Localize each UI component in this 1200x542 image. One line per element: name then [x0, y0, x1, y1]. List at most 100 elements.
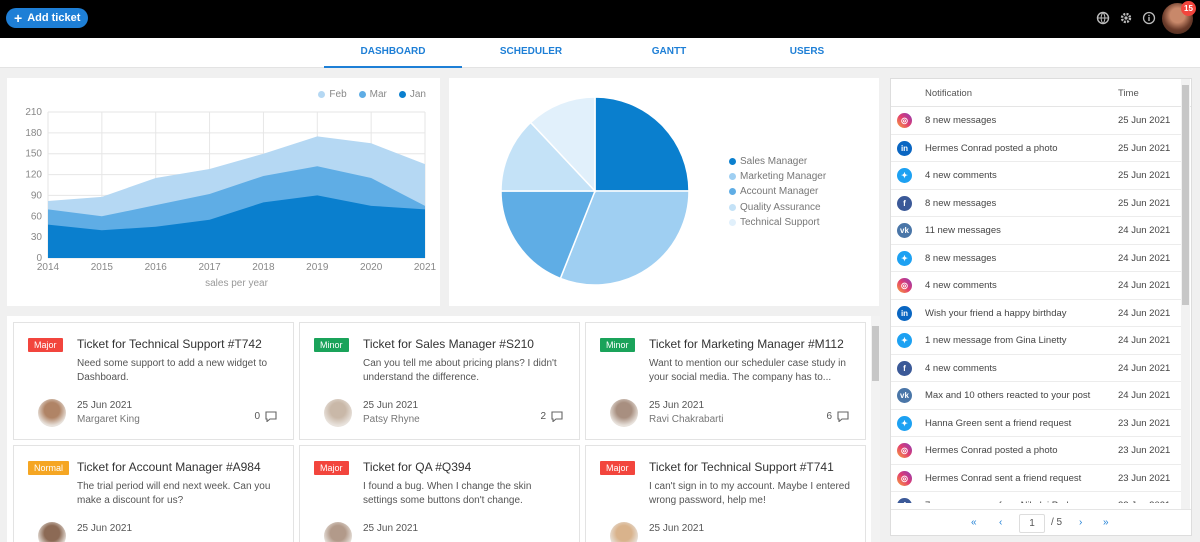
- pie-legend-item[interactable]: Quality Assurance: [729, 200, 826, 215]
- twitter-icon: ✦: [897, 168, 912, 183]
- sales-area-chart: Feb Mar Jan 0 30 60 90 120 150 180 210 2014 2015 2…: [7, 78, 440, 306]
- notification-row[interactable]: f 7 new messages from Nikolai Pod... 22 Ju…: [891, 492, 1181, 503]
- instagram-icon: ◎: [897, 113, 912, 128]
- tickets-scrollbar[interactable]: [871, 316, 880, 542]
- comments-count[interactable]: 2: [540, 411, 563, 422]
- globe-icon[interactable]: [1096, 11, 1110, 25]
- twitter-icon: ✦: [897, 415, 912, 431]
- col-time[interactable]: Time: [1118, 88, 1139, 99]
- linkedin-icon: in: [897, 140, 912, 156]
- notification-row[interactable]: in Wish your friend a happy birthday 24 Ju…: [891, 300, 1181, 327]
- ticket-avatar: [38, 399, 66, 427]
- tab-scheduler[interactable]: SCHEDULER: [499, 46, 563, 57]
- notification-row[interactable]: ✦ 4 new comments 25 Jun 2021: [891, 162, 1181, 190]
- y-tick-label: 180: [25, 128, 42, 139]
- pie-slice-technical-support[interactable]: [529, 96, 596, 193]
- pie-legend-item[interactable]: Technical Support: [729, 215, 826, 230]
- gear-icon[interactable]: [1119, 11, 1133, 25]
- comment-icon: [551, 411, 563, 422]
- ticket-title: Ticket for Marketing Manager #M112: [649, 337, 844, 351]
- legend-swatch-feb: [318, 91, 326, 98]
- pie-legend-item[interactable]: Account Manager: [729, 184, 826, 199]
- instagram-icon: ◎: [897, 278, 912, 293]
- prev-page-button[interactable]: ‹: [999, 517, 1003, 528]
- notification-row[interactable]: vk 11 new messages 24 Jun 2021: [891, 217, 1181, 245]
- chart-legend: Feb Mar Jan: [318, 89, 426, 100]
- notification-text: Wish your friend a happy birthday: [925, 307, 1067, 319]
- notification-time: 23 Jun 2021: [1118, 417, 1171, 429]
- ticket-card[interactable]: Major Ticket for Technical Support #T742 N…: [13, 322, 294, 440]
- notification-row[interactable]: f 4 new comments 24 Jun 2021: [891, 355, 1181, 382]
- legend-item-feb[interactable]: Feb: [318, 89, 347, 100]
- notification-row[interactable]: ✦ 1 new message from Gina Linetty 24 Jun 2…: [891, 327, 1181, 355]
- pie-slice-sales-manager[interactable]: [594, 96, 690, 192]
- notification-text: 8 new messages: [925, 115, 997, 126]
- ticket-description: Can you tell me about pricing plans? I d…: [363, 358, 557, 383]
- page-input[interactable]: 1: [1019, 514, 1045, 533]
- info-icon[interactable]: [1142, 11, 1156, 25]
- pie-slice-account-manager[interactable]: [500, 190, 597, 280]
- comments-count[interactable]: 0: [254, 411, 277, 422]
- ticket-avatar: [610, 522, 638, 542]
- priority-tag: Minor: [600, 338, 635, 352]
- notification-row[interactable]: in Hermes Conrad posted a photo 25 Jun 202…: [891, 135, 1181, 162]
- ticket-date: 25 Jun 2021: [649, 523, 705, 534]
- notification-row[interactable]: vk Max and 10 others reacted to your post…: [891, 382, 1181, 410]
- pie-slice-marketing-manager[interactable]: [559, 190, 690, 286]
- ticket-card[interactable]: Normal Ticket for Account Manager #A984 Th…: [13, 445, 294, 542]
- comments-count[interactable]: 6: [826, 411, 849, 422]
- notification-row[interactable]: ◎ Hermes Conrad posted a photo 23 Jun 2021: [891, 437, 1181, 465]
- x-tick-label: 2015: [91, 262, 114, 273]
- pie-legend-item[interactable]: Sales Manager: [729, 154, 826, 169]
- ticket-date: 25 Jun 2021: [77, 400, 133, 411]
- add-ticket-button[interactable]: + Add ticket: [6, 8, 89, 28]
- ticket-avatar: [38, 522, 66, 542]
- notification-row[interactable]: ◎ 8 new messages 25 Jun 2021: [891, 107, 1181, 135]
- tab-users[interactable]: USERS: [789, 46, 825, 57]
- ticket-description: I can't sign in to my account. Maybe I e…: [649, 481, 850, 506]
- ticket-card[interactable]: Major Ticket for Technical Support #T741 I…: [585, 445, 866, 542]
- pie-legend-label: Quality Assurance: [740, 201, 821, 213]
- vk-icon: vk: [897, 223, 912, 238]
- notification-row[interactable]: ◎ 4 new comments 24 Jun 2021: [891, 272, 1181, 300]
- vk-icon: vk: [897, 388, 912, 403]
- ticket-date: 25 Jun 2021: [363, 523, 419, 534]
- ticket-card[interactable]: Major Ticket for QA #Q394 I found a bug. W…: [299, 445, 580, 542]
- x-tick-label: 2014: [37, 262, 60, 273]
- next-page-button[interactable]: ›: [1079, 517, 1083, 528]
- pie-legend-item[interactable]: Marketing Manager: [729, 169, 826, 184]
- notification-row[interactable]: ◎ Hermes Conrad sent a friend request 23 J…: [891, 465, 1181, 492]
- legend-item-mar[interactable]: Mar: [358, 89, 387, 100]
- notification-time: 23 Jun 2021: [1118, 472, 1171, 484]
- pie-chart-svg: [500, 96, 690, 286]
- notification-row[interactable]: ✦ 8 new messages 24 Jun 2021: [891, 245, 1181, 272]
- area-series-jan[interactable]: [48, 195, 425, 258]
- pie-slice-quality-assurance[interactable]: [500, 121, 597, 192]
- col-notification[interactable]: Notification: [925, 88, 972, 99]
- area-chart-svg: 0 30 60 90 120 150 180 210 2014 2015 2016 2017 2018 2…: [25, 107, 436, 289]
- pie-legend: Sales Manager Marketing Manager Account Ma…: [729, 154, 826, 230]
- notifications-scrollbar[interactable]: [1181, 79, 1190, 509]
- notification-row[interactable]: ✦ Hanna Green sent a friend request 23 Jun…: [891, 410, 1181, 437]
- plus-icon: +: [14, 10, 23, 26]
- pie-legend-label: Technical Support: [740, 216, 820, 228]
- last-page-button[interactable]: »: [1103, 517, 1109, 528]
- add-ticket-label: Add ticket: [27, 12, 81, 24]
- legend-item-jan[interactable]: Jan: [398, 89, 426, 100]
- priority-tag: Major: [28, 338, 63, 352]
- notifications-header: Notification Time: [891, 79, 1191, 107]
- ticket-card[interactable]: Minor Ticket for Sales Manager #S210 Can y…: [299, 322, 580, 440]
- top-bar: + Add ticket 15: [0, 0, 1200, 38]
- pie-legend-label: Account Manager: [740, 186, 819, 198]
- facebook-icon: f: [897, 498, 912, 503]
- tab-dashboard[interactable]: DASHBOARD: [324, 38, 462, 68]
- notification-time: 25 Jun 2021: [1118, 170, 1171, 181]
- ticket-date: 25 Jun 2021: [649, 400, 705, 411]
- notification-row[interactable]: f 8 new messages 25 Jun 2021: [891, 190, 1181, 217]
- ticket-title: Ticket for QA #Q394: [363, 460, 472, 474]
- tab-gantt[interactable]: GANTT: [651, 46, 687, 57]
- first-page-button[interactable]: «: [971, 517, 977, 528]
- ticket-card[interactable]: Minor Ticket for Marketing Manager #M112 W…: [585, 322, 866, 440]
- ticket-avatar: [324, 399, 352, 427]
- notification-time: 24 Jun 2021: [1118, 335, 1171, 346]
